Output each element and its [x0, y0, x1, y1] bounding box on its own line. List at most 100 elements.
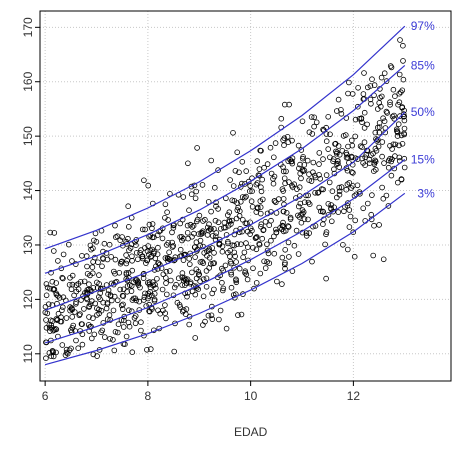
data-point	[399, 141, 406, 147]
data-point	[257, 204, 264, 211]
data-point	[111, 347, 118, 354]
data-point	[311, 114, 318, 121]
data-point	[364, 200, 371, 207]
data-point	[141, 177, 147, 184]
data-point	[394, 179, 401, 186]
data-point	[281, 261, 288, 268]
data-point	[325, 114, 332, 120]
data-point	[154, 251, 161, 258]
data-point	[121, 317, 127, 324]
data-point	[354, 182, 361, 189]
data-point	[301, 162, 308, 168]
data-point	[256, 241, 263, 247]
data-point	[286, 101, 292, 108]
data-point	[184, 230, 191, 236]
data-point	[106, 241, 113, 248]
data-point	[223, 325, 230, 332]
data-point	[387, 102, 393, 108]
data-point	[328, 218, 335, 225]
data-point	[366, 160, 373, 167]
data-point	[280, 223, 286, 229]
data-point	[294, 186, 300, 192]
data-point	[400, 58, 406, 64]
data-point	[283, 168, 289, 175]
data-point	[184, 222, 191, 229]
data-point	[286, 254, 292, 260]
data-point	[358, 116, 365, 122]
y-tick-label: 150	[21, 126, 35, 146]
data-point	[395, 121, 402, 127]
data-point	[401, 155, 408, 162]
data-point	[392, 153, 398, 159]
grid	[40, 11, 451, 381]
data-point	[206, 254, 213, 261]
data-point	[186, 207, 192, 214]
data-point	[249, 227, 255, 234]
data-point	[70, 322, 76, 329]
data-point	[280, 208, 287, 215]
data-point	[193, 239, 200, 246]
data-point	[378, 93, 385, 100]
data-point	[258, 188, 265, 195]
data-point	[44, 310, 51, 317]
data-point	[309, 258, 315, 265]
data-point	[229, 217, 235, 224]
data-point	[305, 216, 311, 223]
data-point	[311, 123, 317, 130]
data-point	[86, 304, 92, 310]
data-point	[68, 345, 74, 352]
data-point	[253, 246, 260, 253]
data-point	[313, 119, 320, 126]
y-tick-label: 140	[21, 180, 35, 200]
data-point	[146, 279, 153, 285]
data-point	[385, 203, 392, 209]
data-point	[104, 299, 111, 306]
data-point	[166, 249, 172, 256]
data-point	[58, 318, 65, 325]
data-point	[211, 226, 217, 232]
data-point	[306, 201, 313, 208]
data-point	[128, 288, 135, 294]
data-point	[91, 237, 97, 244]
data-point	[281, 135, 288, 142]
percentile-curve	[44, 192, 406, 366]
data-point	[348, 137, 355, 144]
data-point	[289, 155, 296, 162]
data-point	[325, 146, 332, 152]
data-point	[349, 183, 356, 189]
data-point	[385, 157, 392, 164]
data-point	[68, 306, 75, 312]
data-point	[47, 317, 54, 324]
data-point	[236, 213, 243, 219]
data-point	[105, 287, 112, 294]
data-point	[141, 297, 147, 303]
data-point	[366, 156, 373, 163]
data-point	[193, 266, 200, 273]
data-point	[359, 144, 365, 151]
data-point	[211, 286, 217, 293]
data-point	[266, 260, 273, 267]
data-point	[243, 168, 250, 174]
data-point	[381, 70, 388, 76]
data-point	[344, 181, 351, 188]
data-point	[139, 226, 146, 233]
data-point	[145, 182, 152, 189]
data-point	[180, 194, 187, 200]
data-point	[169, 229, 175, 236]
data-point	[133, 242, 139, 249]
data-point	[200, 260, 207, 266]
data-point	[252, 235, 259, 242]
data-point	[220, 287, 226, 294]
data-point	[305, 199, 312, 206]
data-point	[220, 285, 227, 292]
data-point	[59, 304, 66, 311]
data-point	[46, 324, 53, 331]
data-point	[123, 260, 130, 267]
data-point	[155, 260, 161, 266]
data-point	[206, 265, 213, 271]
data-point	[97, 290, 103, 296]
data-point	[231, 242, 238, 249]
data-point	[159, 235, 166, 242]
data-point	[59, 342, 66, 348]
data-point	[228, 271, 235, 278]
